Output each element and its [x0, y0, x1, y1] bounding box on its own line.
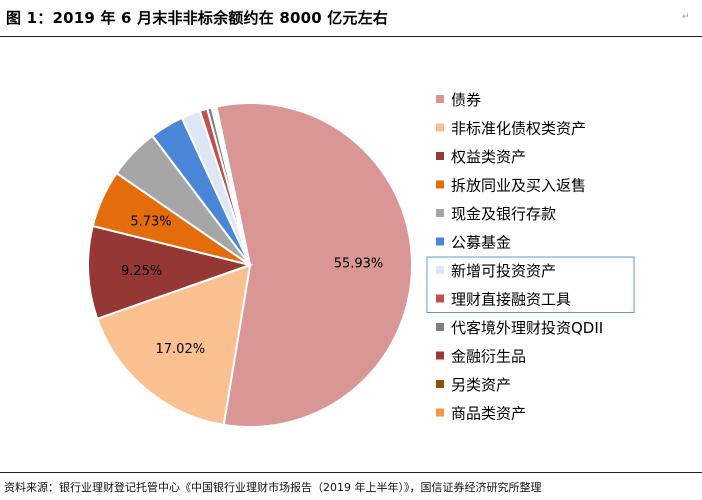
legend-swatch — [436, 180, 444, 189]
legend-label: 债券 — [451, 91, 481, 109]
legend-swatch — [436, 408, 444, 417]
legend-swatch — [436, 237, 444, 246]
legend: 债券非标准化债权类资产权益类资产拆放同业及买入返售现金及银行存款公募基金新增可投… — [426, 91, 635, 423]
legend-label: 新增可投资资产 — [451, 262, 556, 280]
pie-slice-1 — [95, 263, 252, 426]
legend-label: 拆放同业及买入返售 — [451, 177, 586, 195]
title-rule — [0, 36, 702, 37]
pie-slices — [87, 102, 413, 428]
slice-value-label: 17.02% — [156, 342, 206, 357]
pie-slice-2 — [87, 224, 254, 321]
legend-label: 权益类资产 — [451, 148, 526, 166]
legend-swatch — [436, 380, 444, 388]
source-note: 资料来源：银行业理财登记托管中心《中国银行业理财市场报告（2019 年上半年）》… — [4, 481, 542, 494]
legend-label: 公募基金 — [451, 234, 511, 252]
legend-highlight-box — [426, 256, 635, 313]
legend-label: 理财直接融资工具 — [451, 291, 571, 309]
legend-swatch — [436, 209, 444, 217]
legend-swatch — [436, 294, 444, 303]
figure-title: 图 1：2019 年 6 月末非非标余额约在 8000 亿元左右 — [6, 9, 389, 27]
legend-label: 金融衍生品 — [451, 348, 526, 366]
legend-label: 商品类资产 — [451, 405, 526, 423]
legend-label: 现金及银行存款 — [451, 205, 556, 223]
pie-slice-11 — [213, 105, 251, 266]
legend-swatch — [436, 95, 444, 103]
legend-swatch — [436, 323, 444, 331]
paragraph-mark: ↵ — [682, 12, 690, 22]
slice-value-label: 5.73% — [130, 214, 171, 229]
slice-value-label: 55.93% — [334, 257, 384, 272]
pie-chart: 55.93% 17.02% 9.25% 5.73% 债券非标准化债权类资产权益类资产拆… — [87, 91, 635, 428]
legend-swatch — [436, 266, 444, 274]
slice-labels: 55.93% 17.02% 9.25% 5.73% — [121, 214, 383, 357]
source-rule — [0, 472, 702, 473]
legend-label: 另类资产 — [451, 376, 511, 394]
pie-slice-0 — [215, 102, 413, 428]
legend-label: 代客境外理财投资QDII — [451, 319, 603, 337]
legend-label: 非标准化债权类资产 — [451, 120, 586, 138]
legend-swatch — [436, 123, 444, 132]
legend-swatch — [436, 152, 444, 160]
slice-value-label: 9.25% — [121, 264, 162, 279]
legend-swatch — [436, 351, 444, 360]
